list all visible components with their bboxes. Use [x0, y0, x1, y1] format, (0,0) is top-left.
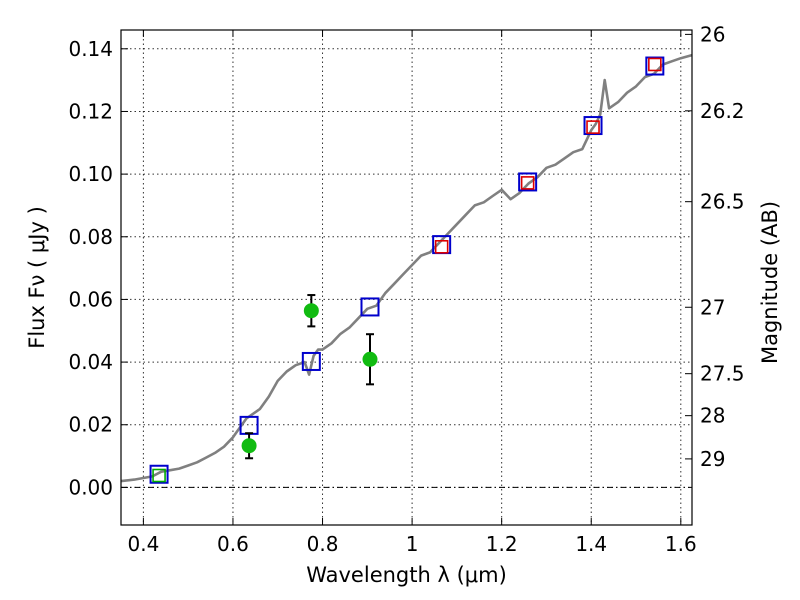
- y-tick-label: 0.04: [68, 350, 113, 374]
- marker-circle: [362, 351, 378, 367]
- marker-square: [518, 172, 538, 192]
- marker-square: [152, 468, 166, 483]
- right-tick-label: 29: [700, 447, 725, 471]
- x-tick-label: 1.6: [665, 532, 697, 556]
- markers: [149, 56, 665, 484]
- x-tick-label: 0.8: [307, 532, 339, 556]
- y-tick-label: 0.12: [68, 99, 113, 123]
- x-tick-label: 0.6: [217, 532, 249, 556]
- y-axis-label: Flux Fν ( μJy ): [25, 206, 49, 349]
- marker-square: [583, 116, 603, 136]
- x-tick-label: 1.2: [486, 532, 518, 556]
- marker-square: [301, 351, 321, 371]
- series-line-model-spectrum: [120, 53, 693, 483]
- marker-square: [645, 56, 665, 76]
- x-tick-label: 1: [406, 532, 419, 556]
- right-tick-label: 26.5: [700, 190, 745, 214]
- marker-circle: [303, 303, 319, 319]
- right-axis-label: Magnitude (AB): [758, 201, 782, 364]
- y-tick-label: 0.00: [68, 475, 113, 499]
- ticks: 0.4 0.6 0.8 1 1.2 1.4 1.6 0.00 0.02 0.04 0.06 0.08 0…: [68, 22, 744, 556]
- y-tick-label: 0.10: [68, 162, 113, 186]
- marker-square: [586, 120, 600, 134]
- marker-square: [648, 57, 662, 72]
- y-tick-label: 0.14: [68, 37, 113, 61]
- marker-square: [149, 464, 169, 484]
- y-tick-label: 0.08: [68, 225, 113, 249]
- x-tick-label: 1.4: [575, 532, 607, 556]
- right-tick-label: 27.5: [700, 362, 745, 386]
- grid: [121, 30, 692, 525]
- marker-square: [360, 297, 380, 317]
- plot-frame: [120, 29, 693, 526]
- marker-square: [239, 415, 259, 435]
- y-tick-label: 0.06: [68, 287, 113, 311]
- right-tick-label: 26.2: [700, 99, 745, 123]
- marker-square: [520, 176, 535, 190]
- right-tick-label: 27: [700, 295, 725, 319]
- right-tick-label: 28: [700, 404, 725, 428]
- right-tick-label: 26: [700, 22, 725, 46]
- marker-circle: [241, 438, 257, 454]
- marker-square: [434, 239, 449, 254]
- x-tick-label: 0.4: [127, 532, 159, 556]
- x-axis-label: Wavelength λ (μm): [306, 563, 507, 587]
- y-tick-label: 0.02: [68, 413, 113, 437]
